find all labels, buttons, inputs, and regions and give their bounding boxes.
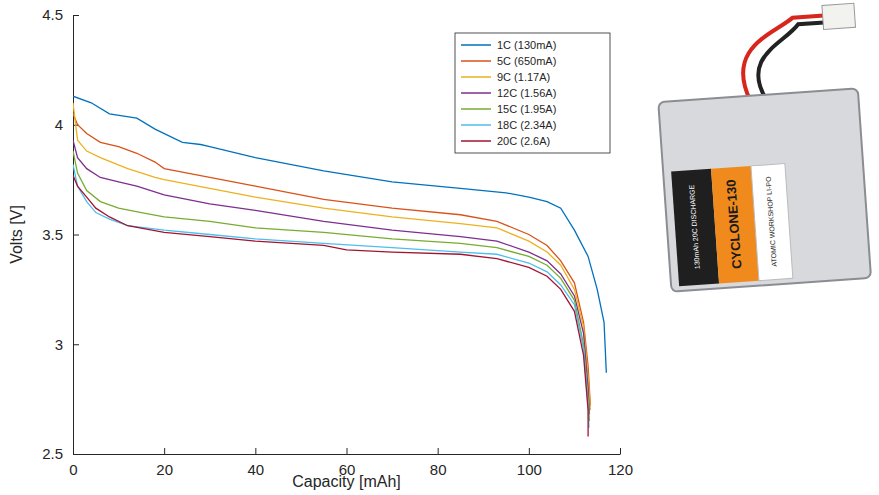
battery-label: ATOMIC WORKSHOP LI-PO xyxy=(765,176,778,267)
legend: 1C (130mA) 5C (650mA) 9C (1.17A) 12C (1.56A… xyxy=(455,33,610,153)
battery-label: 130mAh 20C DISCHARGE xyxy=(688,184,701,269)
y-tick-label: 3.5 xyxy=(42,226,63,243)
y-axis: 2.5 3 3.5 4 4.5 xyxy=(42,6,79,462)
x-axis-title: Capacity [mAh] xyxy=(292,473,400,490)
series-line xyxy=(73,175,588,436)
legend-label: 15C (1.95A) xyxy=(497,103,556,115)
x-tick-label: 120 xyxy=(608,461,633,478)
y-tick-mark xyxy=(73,454,79,455)
y-tick: 3.5 xyxy=(42,226,79,243)
battery-body xyxy=(658,88,871,291)
series-line xyxy=(73,151,589,421)
y-tick-mark xyxy=(73,235,79,236)
y-tick: 4.5 xyxy=(42,6,79,23)
legend-label: 18C (2.34A) xyxy=(497,119,556,131)
legend-swatch xyxy=(461,76,491,78)
legend-label: 5C (650mA) xyxy=(497,55,556,67)
y-tick: 3 xyxy=(55,336,79,353)
legend-swatch xyxy=(461,124,491,126)
legend-swatch xyxy=(461,60,491,62)
series-line xyxy=(73,114,590,406)
label-dark xyxy=(671,169,719,287)
connector xyxy=(822,3,856,29)
series-line xyxy=(73,140,589,414)
series-line xyxy=(73,96,606,373)
y-tick-mark xyxy=(73,344,79,345)
y-axis-title: Volts [V] xyxy=(8,205,25,264)
x-tick-mark xyxy=(620,448,621,454)
legend-swatch xyxy=(461,44,491,46)
x-tick: 100 xyxy=(517,448,542,478)
x-tick-label: 100 xyxy=(517,461,542,478)
label-white xyxy=(751,164,793,281)
battery-photo: CYCLONE-130 ATOMIC WORKSHOP LI-PO 130mAh 2… xyxy=(652,3,873,291)
legend-label: 12C (1.56A) xyxy=(497,87,556,99)
black-wire xyxy=(755,22,833,100)
x-tick-mark xyxy=(529,448,530,454)
legend-label: 9C (1.17A) xyxy=(497,71,550,83)
legend-box xyxy=(455,33,610,153)
series-line xyxy=(73,164,589,427)
legend-swatch xyxy=(461,140,491,142)
x-tick-label: 80 xyxy=(430,461,447,478)
x-tick: 40 xyxy=(247,448,264,478)
x-tick-mark xyxy=(438,448,439,454)
y-tick: 2.5 xyxy=(42,445,79,462)
x-tick-mark xyxy=(255,448,256,454)
battery-label: CYCLONE-130 xyxy=(723,179,744,269)
x-tick-mark xyxy=(164,448,165,454)
y-tick-label: 4 xyxy=(55,116,63,133)
legend-swatch xyxy=(461,92,491,94)
x-tick: 80 xyxy=(430,448,447,478)
x-tick-label: 40 xyxy=(247,461,264,478)
y-tick-label: 4.5 xyxy=(42,6,63,23)
x-tick-label: 20 xyxy=(156,461,173,478)
x-tick-mark xyxy=(347,448,348,454)
x-tick-label: 0 xyxy=(69,461,77,478)
legend-label: 1C (130mA) xyxy=(497,39,556,51)
x-axis-line xyxy=(74,454,621,455)
legend-swatch xyxy=(461,108,491,110)
x-tick: 20 xyxy=(156,448,173,478)
legend-label: 20C (2.6A) xyxy=(497,135,550,147)
y-tick-mark xyxy=(73,15,79,16)
x-tick: 120 xyxy=(608,448,633,478)
y-tick-label: 2.5 xyxy=(42,445,63,462)
y-tick-label: 3 xyxy=(55,336,63,353)
red-wire xyxy=(739,15,833,101)
chart: 0204060801001202.533.544.5Capacity [mAh]… xyxy=(0,0,879,495)
